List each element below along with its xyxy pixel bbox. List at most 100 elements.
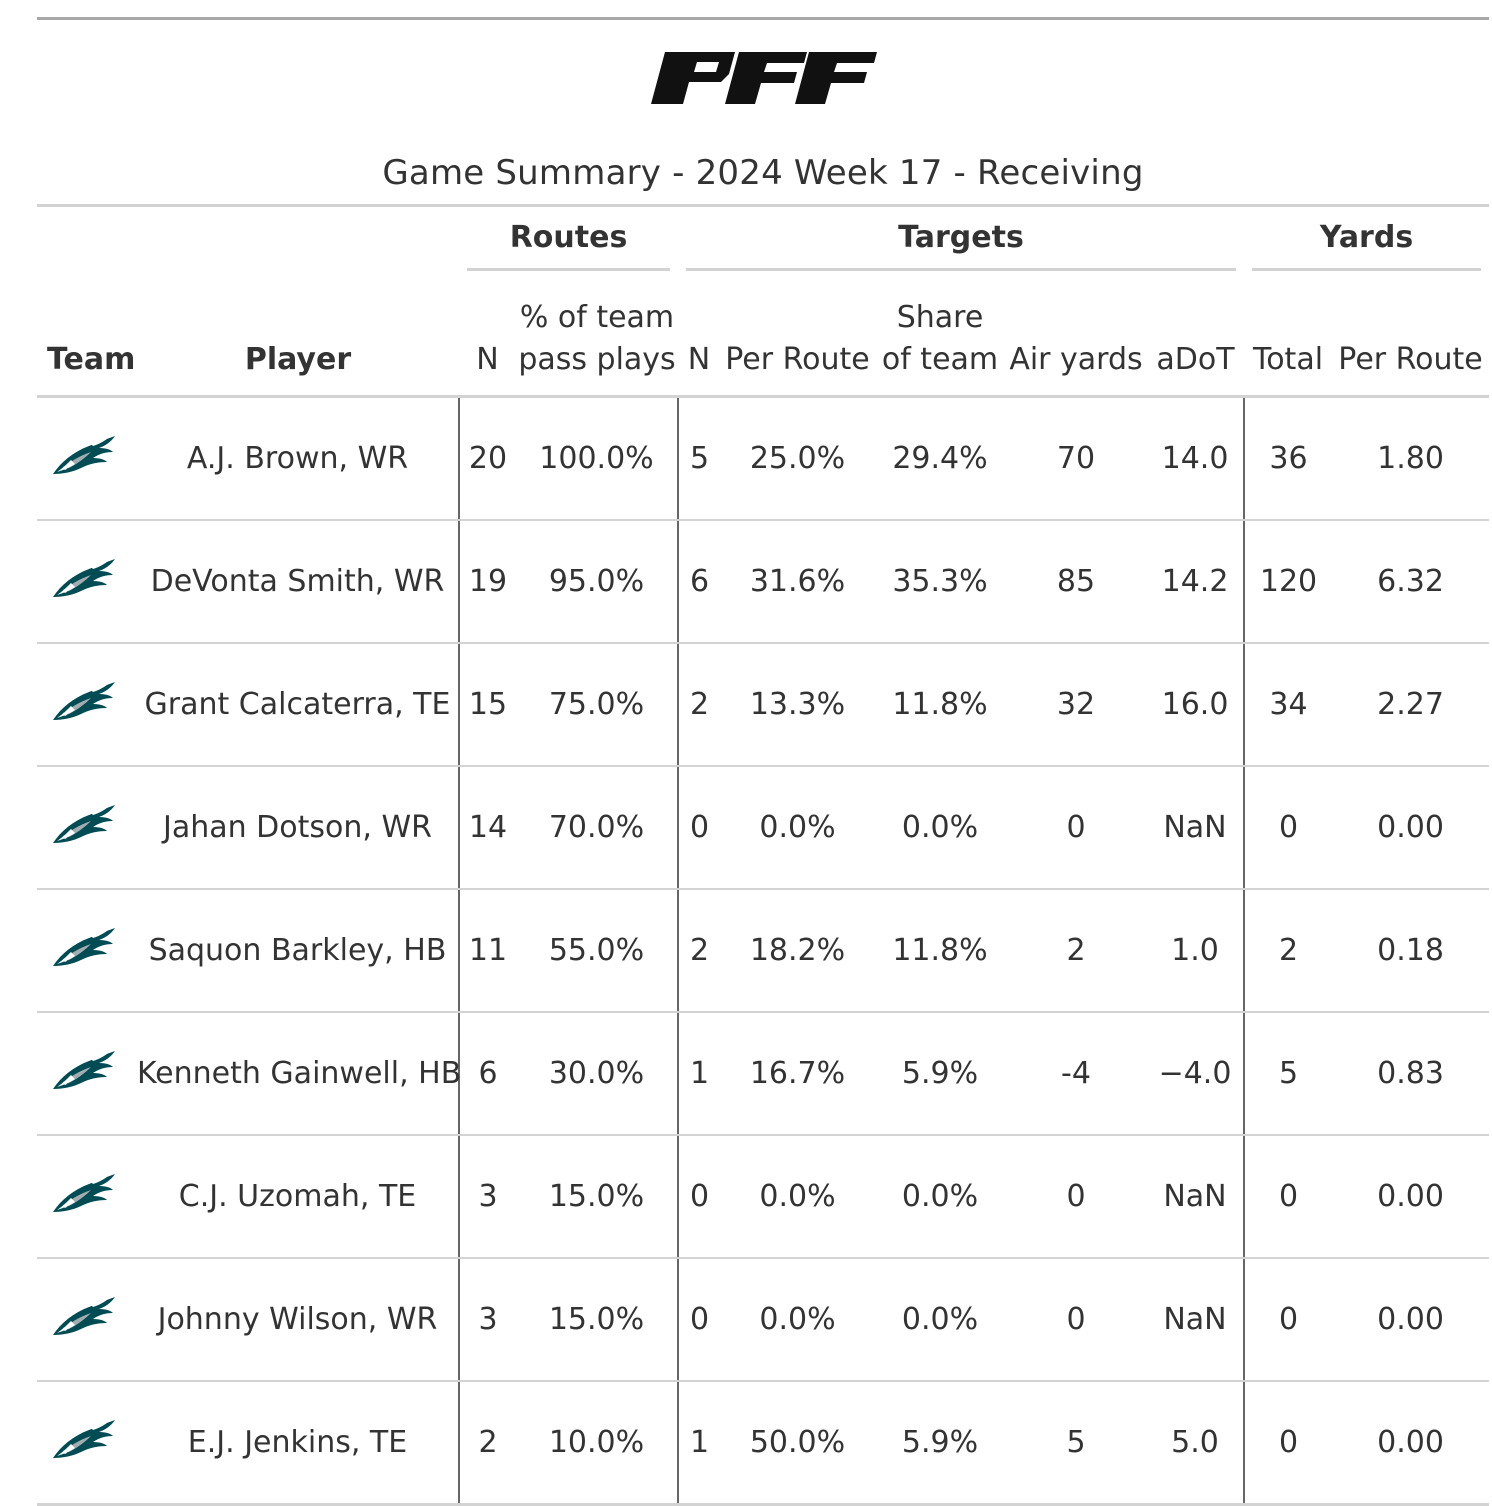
cell-routes-n: 3 xyxy=(458,1135,516,1259)
spanner-blank xyxy=(37,207,459,271)
cell-targets-share: 11.8% xyxy=(875,889,1005,1013)
cell-routes-pct: 10.0% xyxy=(516,1381,678,1506)
cell-routes-pct: 15.0% xyxy=(516,1135,678,1259)
cell-routes-n: 19 xyxy=(458,520,516,644)
table-row: Kenneth Gainwell, HB 6 30.0% 1 16.7% 5.9% -4 −4… xyxy=(37,1012,1490,1136)
cell-targets-per-route: 50.0% xyxy=(720,1381,875,1506)
cell-player: Jahan Dotson, WR xyxy=(137,766,459,890)
cell-targets-share: 35.3% xyxy=(875,520,1005,644)
cell-adot: 14.0 xyxy=(1147,396,1245,521)
spanner-yards: Yards xyxy=(1244,207,1489,271)
cell-routes-pct: 30.0% xyxy=(516,1012,678,1136)
spanner-routes: Routes xyxy=(459,207,678,271)
cell-player: Saquon Barkley, HB xyxy=(137,889,459,1013)
team-cell xyxy=(37,520,137,644)
table-row: C.J. Uzomah, TE 3 15.0% 0 0.0% 0.0% 0 NaN 0 0.00 xyxy=(37,1135,1490,1259)
cell-yards-total: 5 xyxy=(1243,1012,1333,1136)
cell-air-yards: -4 xyxy=(1005,1012,1147,1136)
cell-adot: NaN xyxy=(1147,1135,1245,1259)
cell-routes-n: 14 xyxy=(458,766,516,890)
cell-targets-share: 5.9% xyxy=(875,1381,1005,1506)
cell-player: Johnny Wilson, WR xyxy=(137,1258,459,1382)
top-rule xyxy=(37,17,1489,20)
table-row: Saquon Barkley, HB 11 55.0% 2 18.2% 11.8% 2 1.0… xyxy=(37,889,1490,1013)
cell-air-yards: 70 xyxy=(1005,396,1147,521)
cell-yards-per-route: 0.00 xyxy=(1332,1135,1490,1259)
eagles-logo-icon xyxy=(51,1418,117,1468)
cell-adot: NaN xyxy=(1147,766,1245,890)
col-player: Player xyxy=(137,271,459,398)
cell-routes-n: 15 xyxy=(458,643,516,767)
eagles-logo-icon xyxy=(51,1172,117,1222)
cell-targets-per-route: 16.7% xyxy=(720,1012,875,1136)
cell-yards-per-route: 1.80 xyxy=(1332,396,1490,521)
cell-routes-pct: 15.0% xyxy=(516,1258,678,1382)
cell-adot: −4.0 xyxy=(1147,1012,1245,1136)
cell-player: E.J. Jenkins, TE xyxy=(137,1381,459,1506)
table-body: A.J. Brown, WR 20 100.0% 5 25.0% 29.4% 70 14.0 3… xyxy=(37,396,1490,1506)
cell-yards-total: 2 xyxy=(1243,889,1333,1013)
cell-targets-n: 0 xyxy=(677,1135,720,1259)
cell-yards-total: 34 xyxy=(1243,643,1333,767)
table-row: Grant Calcaterra, TE 15 75.0% 2 13.3% 11.8% 32… xyxy=(37,643,1490,767)
cell-yards-total: 0 xyxy=(1243,1381,1333,1506)
col-air-yards: Air yards xyxy=(1005,271,1147,398)
spanner-routes-label: Routes xyxy=(467,208,670,271)
cell-targets-per-route: 0.0% xyxy=(720,1258,875,1382)
col-adot: aDoT xyxy=(1147,271,1245,398)
cell-targets-share: 11.8% xyxy=(875,643,1005,767)
col-targets-share: Share of team xyxy=(875,271,1005,398)
cell-adot: 16.0 xyxy=(1147,643,1245,767)
receiving-table-widget: Game Summary - 2024 Week 17 - Receiving … xyxy=(37,17,1490,1506)
cell-routes-pct: 55.0% xyxy=(516,889,678,1013)
cell-targets-n: 0 xyxy=(677,1258,720,1382)
table-row: DeVonta Smith, WR 19 95.0% 6 31.6% 35.3% 85 14.… xyxy=(37,520,1490,644)
cell-targets-share: 5.9% xyxy=(875,1012,1005,1136)
col-targets-per-route: Per Route xyxy=(720,271,875,398)
col-routes-pct-line1: % of team xyxy=(519,300,675,335)
cell-yards-per-route: 2.27 xyxy=(1332,643,1490,767)
cell-air-yards: 0 xyxy=(1005,1135,1147,1259)
cell-targets-per-route: 13.3% xyxy=(720,643,875,767)
cell-targets-n: 0 xyxy=(677,766,720,890)
cell-yards-total: 0 xyxy=(1243,1258,1333,1382)
cell-targets-share: 0.0% xyxy=(875,1135,1005,1259)
table-row: Johnny Wilson, WR 3 15.0% 0 0.0% 0.0% 0 NaN 0 0.0… xyxy=(37,1258,1490,1382)
cell-air-yards: 0 xyxy=(1005,766,1147,890)
cell-yards-per-route: 0.00 xyxy=(1332,766,1490,890)
header-rule xyxy=(37,204,1489,207)
eagles-logo-icon xyxy=(51,1295,117,1345)
team-cell xyxy=(37,1012,137,1136)
eagles-logo-icon xyxy=(51,434,117,484)
cell-routes-pct: 75.0% xyxy=(516,643,678,767)
cell-adot: 5.0 xyxy=(1147,1381,1245,1506)
col-team: Team xyxy=(37,271,137,398)
cell-targets-per-route: 18.2% xyxy=(720,889,875,1013)
table-subtitle: Game Summary - 2024 Week 17 - Receiving xyxy=(382,153,1144,193)
cell-air-yards: 5 xyxy=(1005,1381,1147,1506)
eagles-logo-icon xyxy=(51,1049,117,1099)
cell-targets-per-route: 0.0% xyxy=(720,1135,875,1259)
column-header-row: Team Player N % of team pass plays N Per … xyxy=(37,271,1490,398)
col-routes-pct-line2: pass plays xyxy=(518,342,676,377)
cell-routes-n: 3 xyxy=(458,1258,516,1382)
eagles-logo-icon xyxy=(51,803,117,853)
col-targets-n: N xyxy=(678,271,720,398)
cell-targets-n: 1 xyxy=(677,1012,720,1136)
cell-yards-total: 120 xyxy=(1243,520,1333,644)
cell-targets-n: 2 xyxy=(677,643,720,767)
team-cell xyxy=(37,1381,137,1506)
team-cell xyxy=(37,1135,137,1259)
cell-adot: 14.2 xyxy=(1147,520,1245,644)
col-yards-total: Total xyxy=(1244,271,1333,398)
cell-targets-n: 5 xyxy=(677,396,720,521)
cell-player: A.J. Brown, WR xyxy=(137,396,459,521)
cell-targets-share: 0.0% xyxy=(875,766,1005,890)
cell-yards-per-route: 0.83 xyxy=(1332,1012,1490,1136)
col-routes-pct: % of team pass plays xyxy=(516,271,678,398)
spanner-row: Routes Targets Yards xyxy=(37,207,1489,271)
cell-player: DeVonta Smith, WR xyxy=(137,520,459,644)
spanner-yards-label: Yards xyxy=(1252,208,1482,271)
cell-air-yards: 32 xyxy=(1005,643,1147,767)
cell-yards-total: 36 xyxy=(1243,396,1333,521)
